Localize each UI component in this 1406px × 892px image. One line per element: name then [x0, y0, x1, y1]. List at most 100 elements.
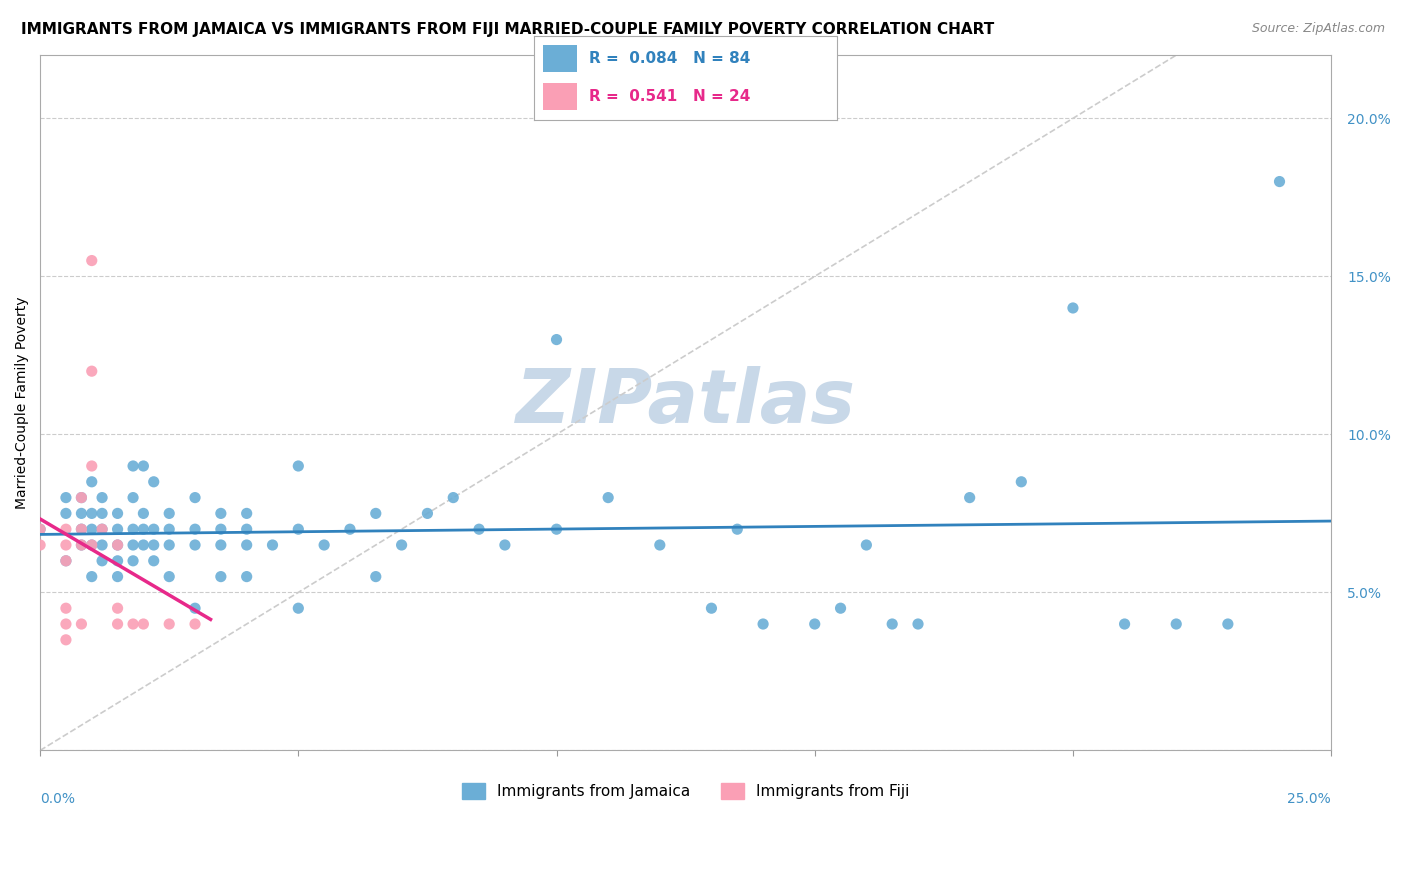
Point	[91, 522, 114, 536]
Point	[55, 538, 77, 552]
Point	[91, 522, 114, 536]
Point	[209, 569, 232, 583]
Point	[157, 617, 180, 632]
Point	[262, 538, 284, 552]
Point	[142, 538, 165, 552]
Point	[648, 538, 671, 552]
Point	[70, 522, 93, 536]
Point	[55, 507, 77, 521]
Point	[80, 569, 103, 583]
Point	[30, 538, 52, 552]
Point	[132, 507, 155, 521]
Point	[55, 554, 77, 568]
Point	[598, 491, 620, 505]
Text: 25.0%: 25.0%	[1288, 792, 1331, 806]
Point	[55, 491, 77, 505]
Point	[142, 554, 165, 568]
Point	[287, 522, 309, 536]
Bar	[543, 83, 576, 111]
Point	[55, 632, 77, 647]
Point	[91, 507, 114, 521]
Point	[235, 522, 257, 536]
Point	[184, 491, 207, 505]
Point	[339, 522, 361, 536]
Point	[184, 538, 207, 552]
Point	[107, 601, 129, 615]
Point	[184, 601, 207, 615]
Point	[122, 522, 145, 536]
Point	[122, 458, 145, 473]
Point	[364, 507, 387, 521]
Text: ZIPatlas: ZIPatlas	[516, 367, 856, 439]
Point	[235, 507, 257, 521]
Point	[416, 507, 439, 521]
Legend: Immigrants from Jamaica, Immigrants from Fiji: Immigrants from Jamaica, Immigrants from…	[456, 777, 915, 805]
Point	[1166, 617, 1188, 632]
Point	[70, 617, 93, 632]
Point	[55, 522, 77, 536]
Text: R =  0.084   N = 84: R = 0.084 N = 84	[589, 51, 749, 66]
Point	[1216, 617, 1239, 632]
Point	[142, 475, 165, 489]
Point	[142, 522, 165, 536]
Point	[107, 538, 129, 552]
Point	[1114, 617, 1136, 632]
Point	[91, 554, 114, 568]
Point	[70, 507, 93, 521]
Point	[1010, 475, 1032, 489]
Point	[107, 507, 129, 521]
Point	[546, 522, 568, 536]
Point	[132, 522, 155, 536]
Point	[122, 554, 145, 568]
Point	[157, 538, 180, 552]
Point	[959, 491, 981, 505]
Point	[70, 491, 93, 505]
Point	[157, 522, 180, 536]
Point	[441, 491, 464, 505]
Point	[184, 522, 207, 536]
Text: 0.0%: 0.0%	[41, 792, 75, 806]
Point	[122, 538, 145, 552]
Point	[55, 554, 77, 568]
Point	[287, 458, 309, 473]
Point	[80, 538, 103, 552]
Point	[107, 554, 129, 568]
Point	[80, 253, 103, 268]
Point	[468, 522, 491, 536]
Point	[907, 617, 929, 632]
Point	[80, 458, 103, 473]
Point	[235, 538, 257, 552]
Point	[30, 522, 52, 536]
Point	[1062, 301, 1084, 315]
Point	[209, 538, 232, 552]
Point	[80, 507, 103, 521]
Point	[314, 538, 336, 552]
Point	[122, 617, 145, 632]
Y-axis label: Married-Couple Family Poverty: Married-Couple Family Poverty	[15, 296, 30, 509]
Point	[70, 491, 93, 505]
Point	[122, 491, 145, 505]
Point	[494, 538, 516, 552]
Point	[882, 617, 904, 632]
Point	[391, 538, 413, 552]
Text: R =  0.541   N = 24: R = 0.541 N = 24	[589, 89, 749, 104]
Point	[80, 475, 103, 489]
Point	[157, 507, 180, 521]
Point	[700, 601, 723, 615]
Point	[70, 538, 93, 552]
Text: IMMIGRANTS FROM JAMAICA VS IMMIGRANTS FROM FIJI MARRIED-COUPLE FAMILY POVERTY CO: IMMIGRANTS FROM JAMAICA VS IMMIGRANTS FR…	[21, 22, 994, 37]
Point	[107, 617, 129, 632]
Bar	[543, 45, 576, 72]
Point	[209, 522, 232, 536]
Point	[132, 458, 155, 473]
Point	[80, 364, 103, 378]
Point	[1268, 175, 1291, 189]
Point	[157, 569, 180, 583]
Point	[725, 522, 748, 536]
Point	[132, 617, 155, 632]
Point	[546, 333, 568, 347]
Point	[364, 569, 387, 583]
Point	[287, 601, 309, 615]
Point	[91, 538, 114, 552]
Point	[209, 507, 232, 521]
